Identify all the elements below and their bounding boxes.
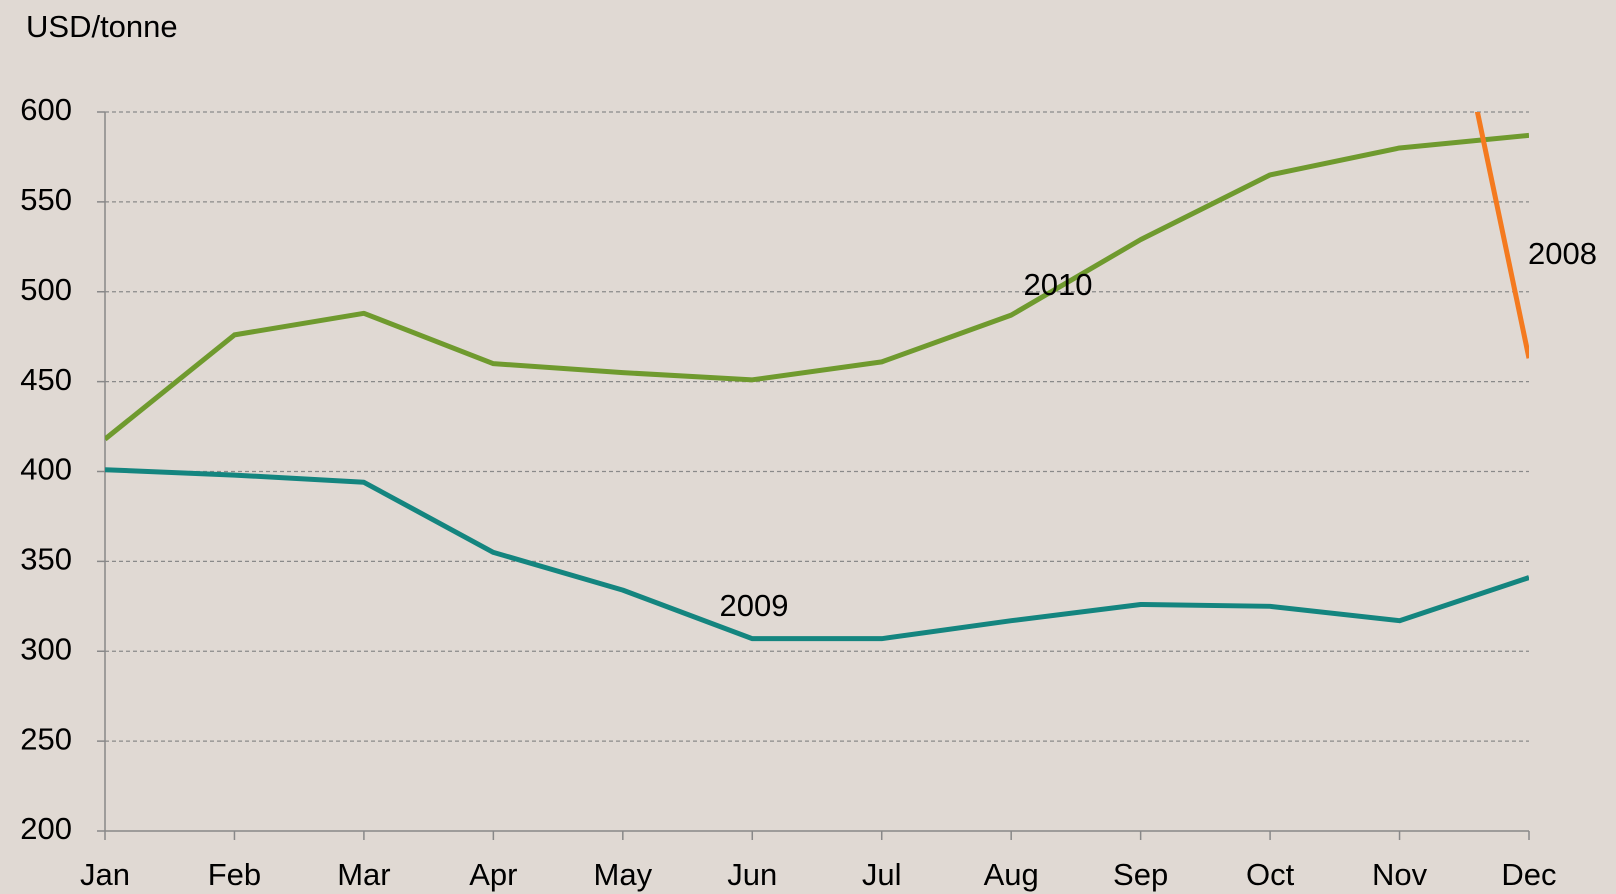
x-tick-label: Mar [337,857,390,892]
x-tick-label: Jul [862,857,902,892]
x-tick-label: Jan [80,857,130,892]
y-tick-label: 250 [20,721,72,756]
x-tick-label: Jun [727,857,777,892]
x-tick-label: Nov [1372,857,1428,892]
series-line [1474,112,1529,359]
x-tick-label: Aug [984,857,1039,892]
series-label: 2008 [1528,236,1597,271]
y-tick-label: 600 [20,92,72,127]
x-tick-label: May [594,857,653,892]
x-tick-label: Oct [1246,857,1295,892]
series-label: 2009 [720,588,789,623]
x-tick-label: Apr [469,857,517,892]
y-tick-label: 300 [20,631,72,666]
y-tick-label: 350 [20,542,72,577]
y-tick-label: 400 [20,452,72,487]
series-label: 2010 [1024,267,1093,302]
y-axis-label: USD/tonne [26,9,178,44]
y-tick-label: 450 [20,362,72,397]
x-tick-label: Dec [1501,857,1556,892]
y-tick-label: 500 [20,272,72,307]
series-line [105,467,1529,642]
series-line [105,132,1529,442]
y-tick-label: 550 [20,182,72,217]
plot-area [105,112,1529,642]
x-tick-label: Feb [208,857,261,892]
y-tick-label: 200 [20,811,72,846]
x-tick-label: Sep [1113,857,1168,892]
